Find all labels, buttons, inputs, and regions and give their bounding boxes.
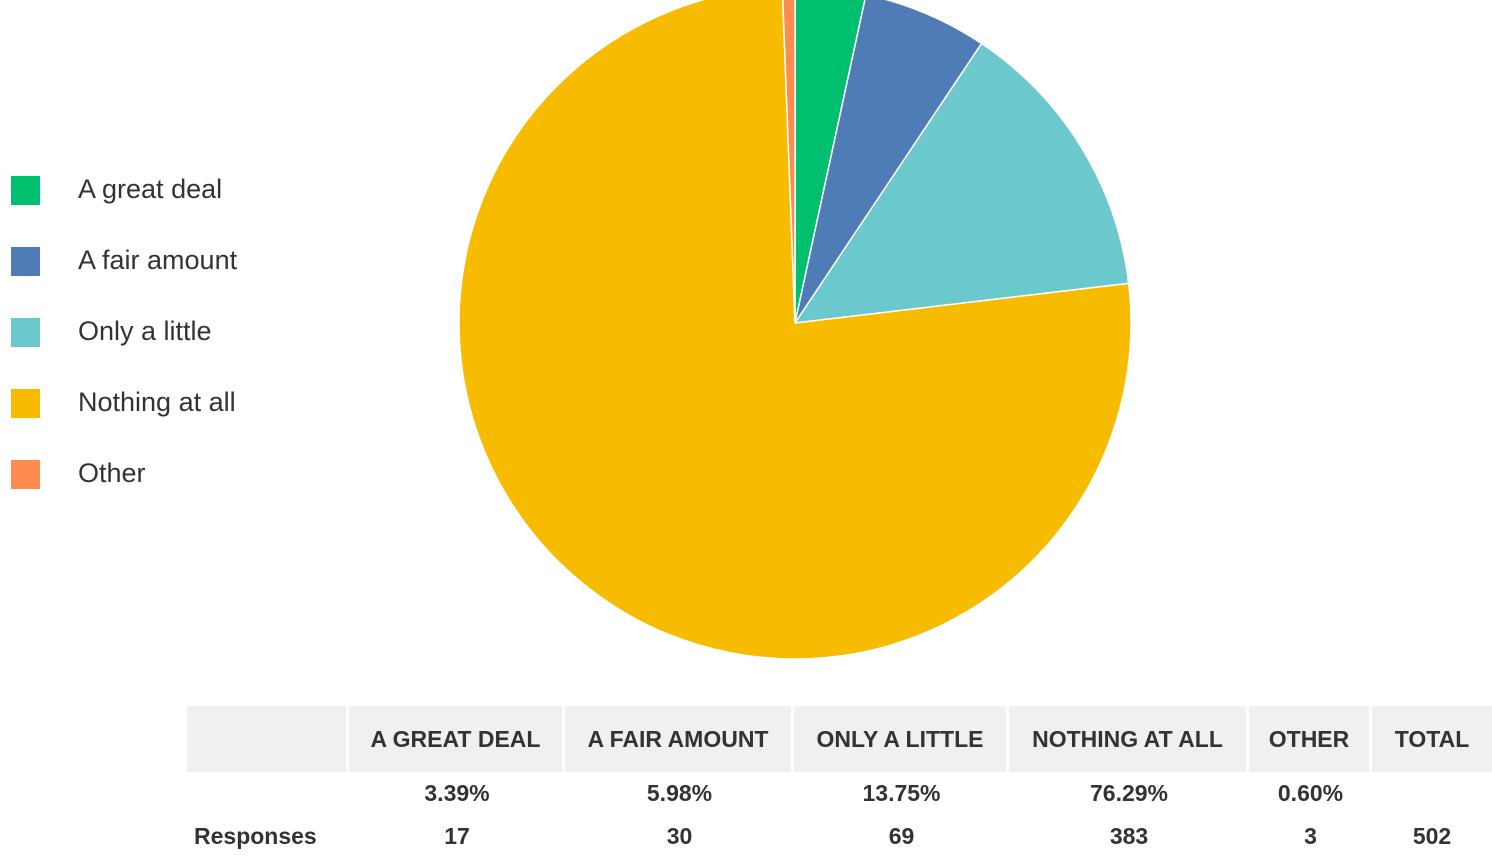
legend-swatch (11, 460, 40, 489)
header-other: OTHER (1249, 706, 1372, 772)
pie-slice-other[interactable] (782, 0, 796, 324)
legend-label: Only a little (78, 316, 212, 346)
pie-slice-nothing-at-all[interactable] (458, 0, 1132, 660)
table-row-responses: Responses 17 30 69 383 3 502 (187, 815, 1492, 858)
legend-swatch (11, 389, 40, 418)
percent-a-fair-amount: 5.98% (646, 780, 713, 806)
percent-total (1372, 772, 1492, 815)
header-a-fair-amount: A FAIR AMOUNT (565, 706, 794, 772)
percent-nothing-at-all: 76.29% (1089, 780, 1168, 806)
responses-row-label: Responses (194, 823, 317, 849)
legend-label: A great deal (78, 174, 223, 204)
percent-other: 0.60% (1277, 780, 1344, 806)
percent-row-label (187, 772, 349, 815)
responses-a-great-deal: 17 (444, 823, 470, 849)
pie-chart (458, 0, 1132, 660)
results-table: A GREAT DEAL A FAIR AMOUNT ONLY A LITTLE… (187, 706, 1492, 858)
pie-slice-a-fair-amount[interactable] (794, 0, 983, 324)
legend-label: A fair amount (78, 245, 238, 275)
header-total: TOTAL (1372, 706, 1492, 772)
legend-swatch (11, 247, 40, 276)
responses-a-fair-amount: 30 (666, 823, 693, 849)
header-only-a-little: ONLY A LITTLE (794, 706, 1009, 772)
percent-a-great-deal: 3.39% (424, 780, 490, 806)
percent-only-a-little: 13.75% (862, 780, 941, 806)
legend-label: Other (78, 458, 146, 488)
table-row-percent: 3.39% 5.98% 13.75% 76.29% 0.60% (187, 772, 1492, 815)
responses-nothing-at-all: 383 (1109, 823, 1149, 849)
table-header-row: A GREAT DEAL A FAIR AMOUNT ONLY A LITTLE… (187, 706, 1492, 772)
header-nothing-at-all: NOTHING AT ALL (1009, 706, 1249, 772)
header-empty (187, 706, 349, 772)
legend-label: Nothing at all (78, 387, 236, 417)
header-a-great-deal: A GREAT DEAL (349, 706, 565, 772)
responses-total: 502 (1412, 823, 1452, 849)
legend-swatch (11, 318, 40, 347)
responses-only-a-little: 69 (888, 823, 915, 849)
pie-slice-only-a-little[interactable] (793, 42, 1130, 324)
responses-other: 3 (1304, 823, 1317, 849)
legend-swatch (11, 176, 40, 205)
